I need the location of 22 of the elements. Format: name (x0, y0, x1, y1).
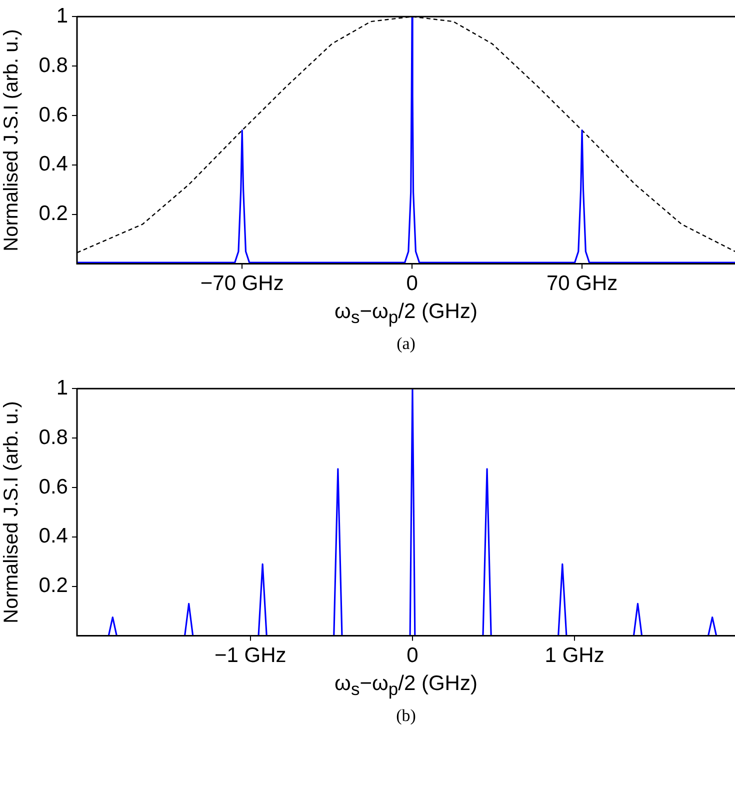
y-tick-label: 0.6 (38, 475, 68, 498)
y-tick-label: 0.2 (38, 574, 68, 598)
y-tick-label: 0.8 (38, 54, 68, 77)
text: (b) (395, 705, 417, 727)
x-tick-label: −1 GHz (214, 644, 286, 668)
x-tick-label: 1 GHz (544, 644, 604, 668)
text: (a) (396, 333, 416, 355)
y-axis-title: Normalised J.S.I (arb. u.) (0, 401, 23, 624)
y-tick-label: 0.6 (38, 103, 68, 126)
y-tick-label: 0.4 (38, 152, 68, 176)
x-tick-label: −70 GHz (200, 272, 284, 296)
x-tick-label: 0 (406, 644, 418, 668)
x-axis-title: ω$_{s}$−ω$_{p}$/2 (GHz) (334, 672, 478, 700)
y-tick-label: 1 (56, 4, 68, 28)
x-axis-title: ω$_{s}$−ω$_{p}$/2 (GHz) (334, 300, 478, 328)
y-axis-title: Normalised J.S.I (arb. u.) (0, 29, 23, 252)
y-tick-label: 0.2 (38, 202, 68, 226)
y-tick-label: 1 (56, 376, 68, 400)
y-tick-label: 0.4 (38, 524, 68, 548)
y-tick-label: 0.8 (38, 426, 68, 449)
x-tick-label: 0 (406, 272, 418, 296)
x-tick-label: 70 GHz (546, 272, 618, 296)
